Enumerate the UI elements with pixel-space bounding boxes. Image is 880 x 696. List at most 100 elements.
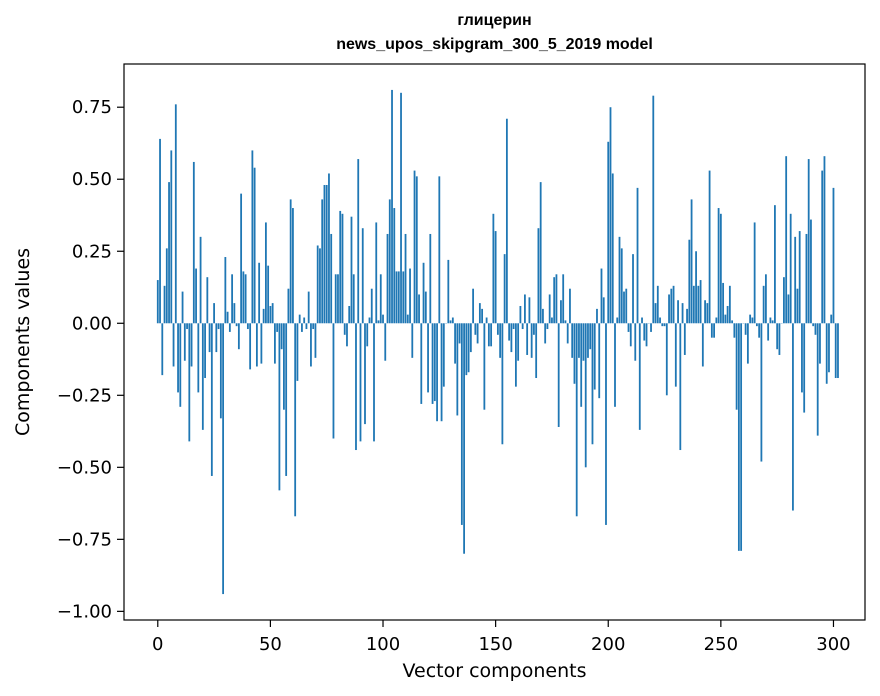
bar (724, 314, 727, 324)
bar (314, 323, 317, 358)
bar (805, 233, 808, 324)
bar (397, 271, 400, 324)
bar (370, 288, 373, 324)
bar (796, 288, 799, 324)
x-tick-label: 100 (366, 634, 400, 655)
bar (472, 288, 475, 324)
bar (458, 323, 461, 344)
bar (769, 317, 772, 324)
bar (719, 213, 722, 324)
bar (181, 291, 184, 324)
y-tick-label: 0.75 (72, 97, 112, 118)
bar (789, 213, 792, 324)
bar (546, 323, 549, 330)
bar (465, 323, 468, 376)
x-tick-label: 50 (259, 634, 282, 655)
chart-subtitle: news_upos_skipgram_300_5_2019 model (336, 36, 653, 53)
bar (325, 184, 328, 324)
bar (352, 274, 355, 324)
bar (681, 303, 684, 324)
bar (364, 323, 366, 425)
bars-group (156, 89, 839, 595)
bar (415, 176, 418, 324)
bar (573, 323, 576, 384)
bar (469, 323, 472, 353)
bar (589, 323, 592, 350)
bar (643, 323, 646, 341)
plot-frame (123, 63, 866, 621)
bar (771, 320, 774, 324)
bar (188, 323, 191, 442)
bar (366, 323, 369, 347)
bar (609, 107, 612, 324)
bar (758, 323, 761, 338)
bar (192, 161, 195, 324)
bar (638, 323, 641, 430)
bar (699, 280, 702, 324)
bar (816, 323, 819, 436)
bar (614, 323, 616, 407)
bar (431, 323, 434, 404)
bar (683, 323, 686, 355)
bar (174, 104, 177, 324)
bar (746, 323, 749, 364)
bar (217, 323, 220, 330)
bar (219, 323, 222, 419)
bar (264, 222, 267, 324)
bar (679, 323, 682, 451)
bar (584, 323, 587, 468)
bar (355, 323, 357, 451)
x-tick-label: 200 (591, 634, 625, 655)
bar (179, 323, 182, 407)
bar (710, 323, 713, 338)
bar (832, 187, 835, 324)
bar (629, 323, 632, 347)
bar (798, 231, 801, 324)
bar (269, 305, 272, 324)
y-tick-label: 0.25 (72, 241, 112, 262)
bar (677, 300, 679, 324)
bar (172, 323, 175, 367)
bar (593, 323, 596, 390)
bar (560, 300, 562, 324)
bar (744, 323, 747, 335)
bar (611, 173, 614, 324)
bar (449, 320, 452, 324)
bar (487, 323, 490, 347)
bar (751, 317, 754, 324)
bar (199, 236, 202, 324)
bar (253, 167, 256, 324)
bar (190, 323, 193, 367)
bar (359, 323, 362, 442)
bar (436, 323, 438, 422)
bar (447, 259, 450, 324)
bar (377, 320, 380, 324)
bar (395, 271, 398, 324)
bar (402, 271, 405, 324)
bar (296, 323, 299, 381)
bar (607, 141, 610, 324)
bar (582, 323, 585, 361)
bar (244, 274, 247, 324)
bar (641, 317, 643, 324)
bar (222, 323, 225, 595)
bar (499, 323, 502, 358)
x-tick-label: 300 (816, 634, 850, 655)
bar (258, 262, 261, 324)
bar (208, 323, 211, 353)
bar (210, 323, 213, 476)
bar (361, 228, 364, 324)
bar (195, 268, 197, 324)
bar (701, 323, 704, 367)
bar (726, 305, 729, 324)
bar (321, 199, 324, 324)
bar (228, 323, 231, 332)
bar (159, 138, 161, 324)
bar (463, 323, 465, 554)
bar (274, 323, 276, 364)
bar (674, 323, 677, 387)
bar (812, 323, 815, 327)
bar (341, 213, 344, 324)
bar (413, 170, 416, 324)
bar (262, 308, 265, 324)
